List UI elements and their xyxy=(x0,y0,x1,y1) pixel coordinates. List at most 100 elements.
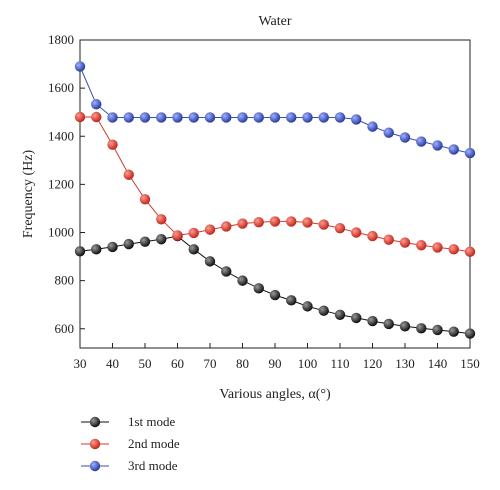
y-axis-ticks: 600 800 1000 1200 1400 1600 1800 xyxy=(48,32,85,336)
data-point xyxy=(286,112,297,123)
data-point xyxy=(269,216,281,227)
data-point xyxy=(91,111,102,123)
data-point xyxy=(318,112,329,123)
x-tick-label: 60 xyxy=(171,356,184,371)
data-point xyxy=(253,283,264,294)
x-tick-label: 30 xyxy=(74,356,87,371)
y-tick-label: 800 xyxy=(55,273,75,288)
y-tick-label: 1200 xyxy=(48,176,74,191)
series-line xyxy=(79,66,471,154)
data-point xyxy=(91,244,102,255)
data-point xyxy=(172,230,183,241)
data-point xyxy=(188,112,199,123)
legend-label: 1st mode xyxy=(128,414,176,429)
legend-item: 1st mode xyxy=(81,414,176,429)
data-point xyxy=(123,112,134,123)
data-point xyxy=(269,289,281,301)
legend: 1st mode 2nd mode 3rd mode xyxy=(81,414,180,473)
data-point xyxy=(448,244,459,255)
data-point xyxy=(416,240,427,251)
data-point xyxy=(253,216,264,228)
data-point xyxy=(432,140,443,151)
series-layer xyxy=(74,61,476,339)
data-point xyxy=(221,112,232,123)
data-point xyxy=(237,218,248,229)
x-tick-label: 100 xyxy=(298,356,318,371)
series-3 xyxy=(74,61,476,159)
data-point xyxy=(448,326,459,337)
x-axis-title: Various angles, α(°) xyxy=(219,387,331,402)
data-point xyxy=(107,139,118,150)
data-point xyxy=(318,219,329,230)
x-tick-label: 110 xyxy=(330,356,349,371)
data-point xyxy=(221,221,232,232)
series-2 xyxy=(74,111,476,257)
data-point xyxy=(351,227,362,238)
data-point xyxy=(139,236,151,247)
data-point xyxy=(383,318,394,330)
series-line xyxy=(80,116,471,253)
data-point xyxy=(464,246,476,257)
x-tick-label: 90 xyxy=(269,356,282,371)
data-point xyxy=(416,136,427,147)
x-tick-label: 130 xyxy=(395,356,415,371)
data-point xyxy=(302,301,313,312)
data-point xyxy=(399,237,411,248)
data-point xyxy=(334,112,346,123)
y-tick-label: 1000 xyxy=(48,225,74,240)
x-tick-label: 80 xyxy=(236,356,249,371)
x-tick-label: 50 xyxy=(139,356,152,371)
data-point xyxy=(351,312,362,324)
data-point xyxy=(448,144,459,155)
legend-label: 3rd mode xyxy=(128,458,178,473)
chart-title: Water xyxy=(258,14,291,29)
data-point xyxy=(188,244,199,255)
data-point xyxy=(383,234,394,245)
legend-label: 2nd mode xyxy=(128,436,180,451)
data-point xyxy=(318,305,329,316)
data-point xyxy=(237,275,248,286)
data-point xyxy=(432,324,443,336)
data-point xyxy=(74,111,86,123)
data-point xyxy=(302,217,313,228)
x-tick-label: 120 xyxy=(363,356,383,371)
legend-item: 3rd mode xyxy=(81,458,178,473)
data-point xyxy=(399,321,411,332)
data-point xyxy=(432,242,443,253)
data-point xyxy=(123,238,134,250)
data-point xyxy=(367,315,378,327)
data-point xyxy=(334,309,346,320)
data-point xyxy=(367,121,378,132)
series-1 xyxy=(74,230,476,339)
data-point xyxy=(139,194,151,205)
data-point xyxy=(74,61,86,72)
data-point xyxy=(91,99,102,110)
data-point xyxy=(204,112,216,123)
data-point xyxy=(204,256,216,267)
y-tick-label: 1800 xyxy=(48,32,74,47)
series-line xyxy=(79,235,471,335)
data-point xyxy=(237,112,248,123)
data-point xyxy=(464,147,476,159)
x-axis-ticks: 30 40 50 60 70 80 90 100 110 120 130 140 150 xyxy=(74,343,480,371)
y-axis-title: Frequency (Hz) xyxy=(21,150,36,239)
data-point xyxy=(269,112,281,123)
data-point xyxy=(351,114,362,125)
x-tick-label: 40 xyxy=(106,356,119,371)
data-point xyxy=(399,132,411,143)
data-point xyxy=(383,127,394,138)
y-tick-label: 1600 xyxy=(48,80,74,95)
data-point xyxy=(286,295,297,306)
y-tick-label: 600 xyxy=(55,321,75,336)
data-point xyxy=(107,112,118,123)
data-point xyxy=(74,246,86,257)
plot-frame xyxy=(79,39,471,349)
data-point xyxy=(156,214,167,225)
data-point xyxy=(156,112,167,123)
data-point xyxy=(172,112,183,123)
x-tick-label: 70 xyxy=(204,356,217,371)
data-point xyxy=(334,222,346,234)
x-tick-label: 140 xyxy=(428,356,448,371)
data-point xyxy=(286,216,297,227)
